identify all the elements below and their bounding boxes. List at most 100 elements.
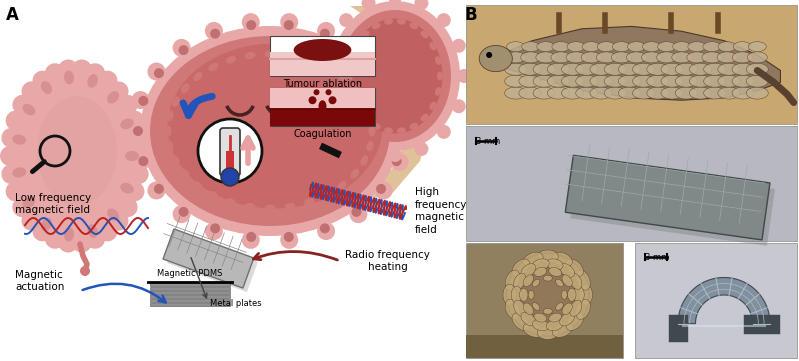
Circle shape [6,110,26,131]
Ellipse shape [552,323,572,337]
Circle shape [349,205,368,223]
Circle shape [375,182,392,200]
Ellipse shape [166,110,173,121]
Ellipse shape [293,39,352,61]
Ellipse shape [348,56,355,65]
Ellipse shape [37,96,117,206]
Ellipse shape [704,63,725,75]
Circle shape [125,110,145,131]
Ellipse shape [209,63,218,71]
Ellipse shape [330,1,460,151]
Ellipse shape [673,42,691,52]
Circle shape [324,99,338,113]
Ellipse shape [181,169,189,179]
Ellipse shape [658,42,676,52]
Circle shape [97,71,117,91]
Ellipse shape [319,100,327,112]
Circle shape [221,168,239,186]
Ellipse shape [672,52,692,63]
Text: High
frequency
magnetic
field: High frequency magnetic field [415,187,467,235]
Bar [270,108,375,126]
Ellipse shape [41,218,52,231]
Ellipse shape [566,313,583,330]
Ellipse shape [503,284,516,305]
Ellipse shape [519,288,528,301]
Circle shape [117,95,137,115]
Ellipse shape [702,52,722,63]
Bar [570,161,775,246]
Ellipse shape [264,51,276,57]
Ellipse shape [181,83,189,93]
Bar [270,88,375,126]
Ellipse shape [646,87,669,99]
FancyBboxPatch shape [220,128,240,176]
Ellipse shape [718,75,740,87]
Circle shape [58,60,78,79]
Circle shape [109,211,129,231]
Ellipse shape [193,181,202,190]
Ellipse shape [107,209,119,221]
Ellipse shape [367,140,374,152]
Ellipse shape [549,268,562,277]
Ellipse shape [437,71,443,81]
Ellipse shape [360,96,368,107]
Ellipse shape [10,69,140,244]
Ellipse shape [626,52,646,63]
Ellipse shape [675,87,698,99]
Circle shape [352,45,361,55]
Ellipse shape [368,126,376,136]
Circle shape [376,184,386,194]
Ellipse shape [646,63,669,75]
Ellipse shape [555,279,563,287]
Polygon shape [330,6,430,201]
Ellipse shape [549,313,562,322]
Circle shape [126,122,144,140]
Circle shape [85,63,105,83]
Bar [270,36,375,76]
Ellipse shape [372,23,380,29]
Ellipse shape [172,96,180,107]
Bar [150,283,230,286]
Ellipse shape [590,87,612,99]
Bar [150,291,230,294]
Circle shape [507,253,589,336]
Circle shape [397,126,407,136]
Ellipse shape [514,273,526,289]
Bar [150,295,230,298]
Ellipse shape [337,72,347,81]
Ellipse shape [687,52,707,63]
Ellipse shape [746,75,769,87]
Circle shape [415,0,428,10]
Ellipse shape [537,326,559,339]
Ellipse shape [225,198,237,206]
Bar [167,233,258,292]
Ellipse shape [435,87,441,96]
Ellipse shape [523,275,534,287]
Ellipse shape [367,110,374,121]
Circle shape [173,205,191,223]
Ellipse shape [125,151,139,161]
Ellipse shape [547,63,570,75]
Circle shape [45,229,65,249]
Ellipse shape [172,155,180,166]
Bar [226,151,234,170]
Ellipse shape [121,118,133,129]
Circle shape [280,231,298,249]
Ellipse shape [284,203,296,210]
Ellipse shape [646,75,669,87]
Ellipse shape [543,275,552,281]
Ellipse shape [579,284,593,305]
Ellipse shape [505,75,527,87]
Circle shape [340,13,353,27]
Circle shape [133,126,143,136]
Ellipse shape [746,87,769,99]
Circle shape [13,197,33,217]
Circle shape [125,181,145,201]
Circle shape [138,96,149,106]
Text: A: A [6,6,19,24]
Circle shape [349,39,368,57]
Text: 3 mm: 3 mm [476,137,500,146]
Ellipse shape [532,279,540,287]
Ellipse shape [576,63,598,75]
Circle shape [2,128,22,148]
